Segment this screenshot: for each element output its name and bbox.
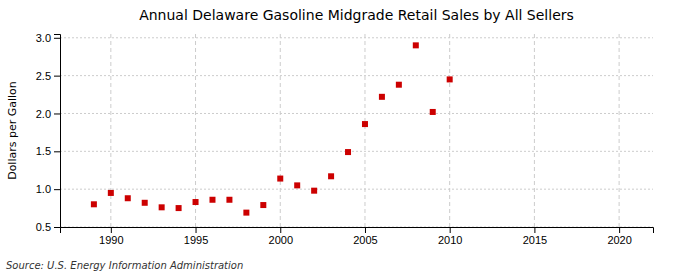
- grid-line: [60, 189, 653, 190]
- tick-label: 1.0: [36, 183, 51, 195]
- point: [159, 204, 165, 210]
- tick: 2000: [269, 227, 293, 246]
- tick: 1995: [184, 227, 208, 246]
- point: [108, 190, 114, 196]
- tick-label: 2015: [523, 234, 547, 246]
- grid-line: [60, 151, 653, 152]
- points: [91, 42, 453, 215]
- tick-mark: [280, 227, 281, 233]
- point: [362, 121, 368, 127]
- tick: 2015: [523, 227, 547, 246]
- point: [91, 201, 97, 207]
- point: [193, 199, 199, 205]
- chart: 1990 1995 2000 2005 2010 2015 2020 0.5 1.0 1.5 2.0…: [0, 0, 675, 275]
- tick: 3.0: [36, 32, 60, 44]
- tick-label: 0.5: [36, 221, 51, 233]
- grid-line: [280, 34, 281, 227]
- tick-mark: [365, 227, 366, 233]
- tick-label: 2005: [353, 234, 377, 246]
- tick-mark: [619, 227, 620, 233]
- grid-line: [195, 34, 196, 227]
- tick-mark: [54, 189, 60, 190]
- plot-area: 1990 1995 2000 2005 2010 2015 2020 0.5 1.0 1.5 2.0…: [36, 32, 654, 246]
- point: [277, 176, 283, 182]
- x-axis: 1990 1995 2000 2005 2010 2015 2020: [61, 227, 654, 246]
- grid-line: [110, 34, 111, 227]
- point: [226, 197, 232, 203]
- tick-label: 2.5: [36, 70, 51, 82]
- point: [430, 109, 436, 115]
- tick: 2.0: [36, 107, 60, 119]
- tick-mark: [54, 151, 60, 152]
- grid-line: [619, 34, 620, 227]
- tick-label: 2000: [269, 234, 293, 246]
- point: [345, 149, 351, 155]
- point: [260, 202, 266, 208]
- point: [413, 42, 419, 48]
- point: [379, 94, 385, 100]
- point: [328, 173, 334, 179]
- y-axis-title: Dollars per Gallon: [6, 81, 19, 180]
- point: [396, 82, 402, 88]
- point: [142, 200, 148, 206]
- tick-label: 3.0: [36, 32, 51, 44]
- tick-mark: [54, 38, 60, 39]
- tick-label: 1990: [99, 234, 123, 246]
- tick: 2.5: [36, 70, 60, 82]
- tick-label: 2.0: [36, 107, 51, 119]
- tick-label: 2010: [438, 234, 462, 246]
- tick: 1990: [99, 227, 123, 246]
- point: [294, 182, 300, 188]
- y-axis: 0.5 1.0 1.5 2.0 2.5 3.0: [36, 32, 61, 233]
- tick-label: 2020: [607, 234, 631, 246]
- grid-line: [60, 37, 653, 38]
- grid-line: [364, 34, 365, 227]
- tick-mark: [54, 227, 60, 228]
- tick: 0.5: [36, 221, 60, 233]
- title: Annual Delaware Gasoline Midgrade Retail…: [139, 7, 574, 23]
- point: [311, 188, 317, 194]
- tick: 2010: [438, 227, 462, 246]
- tick-label: 1.5: [36, 145, 51, 157]
- point: [209, 197, 215, 203]
- annotation: Source: U.S. Energy Information Administ…: [6, 260, 243, 271]
- tick-mark: [54, 76, 60, 77]
- tick: 2020: [607, 227, 631, 246]
- grid-line: [449, 34, 450, 227]
- tick-mark: [450, 227, 451, 233]
- grid-line: [534, 34, 535, 227]
- tick-mark: [534, 227, 535, 233]
- axis-line: [54, 35, 61, 228]
- point: [125, 195, 131, 201]
- tick-label: 1995: [184, 234, 208, 246]
- grid-line: [60, 75, 653, 76]
- tick: 1.0: [36, 183, 60, 195]
- grid: [60, 34, 653, 227]
- point: [176, 205, 182, 211]
- point: [243, 210, 249, 216]
- tick: 1.5: [36, 145, 60, 157]
- point: [447, 76, 453, 82]
- tick-mark: [54, 113, 60, 114]
- tick-mark: [111, 227, 112, 233]
- tick: 2005: [353, 227, 377, 246]
- grid-line: [60, 113, 653, 114]
- axis-line: [61, 228, 654, 234]
- tick-mark: [196, 227, 197, 233]
